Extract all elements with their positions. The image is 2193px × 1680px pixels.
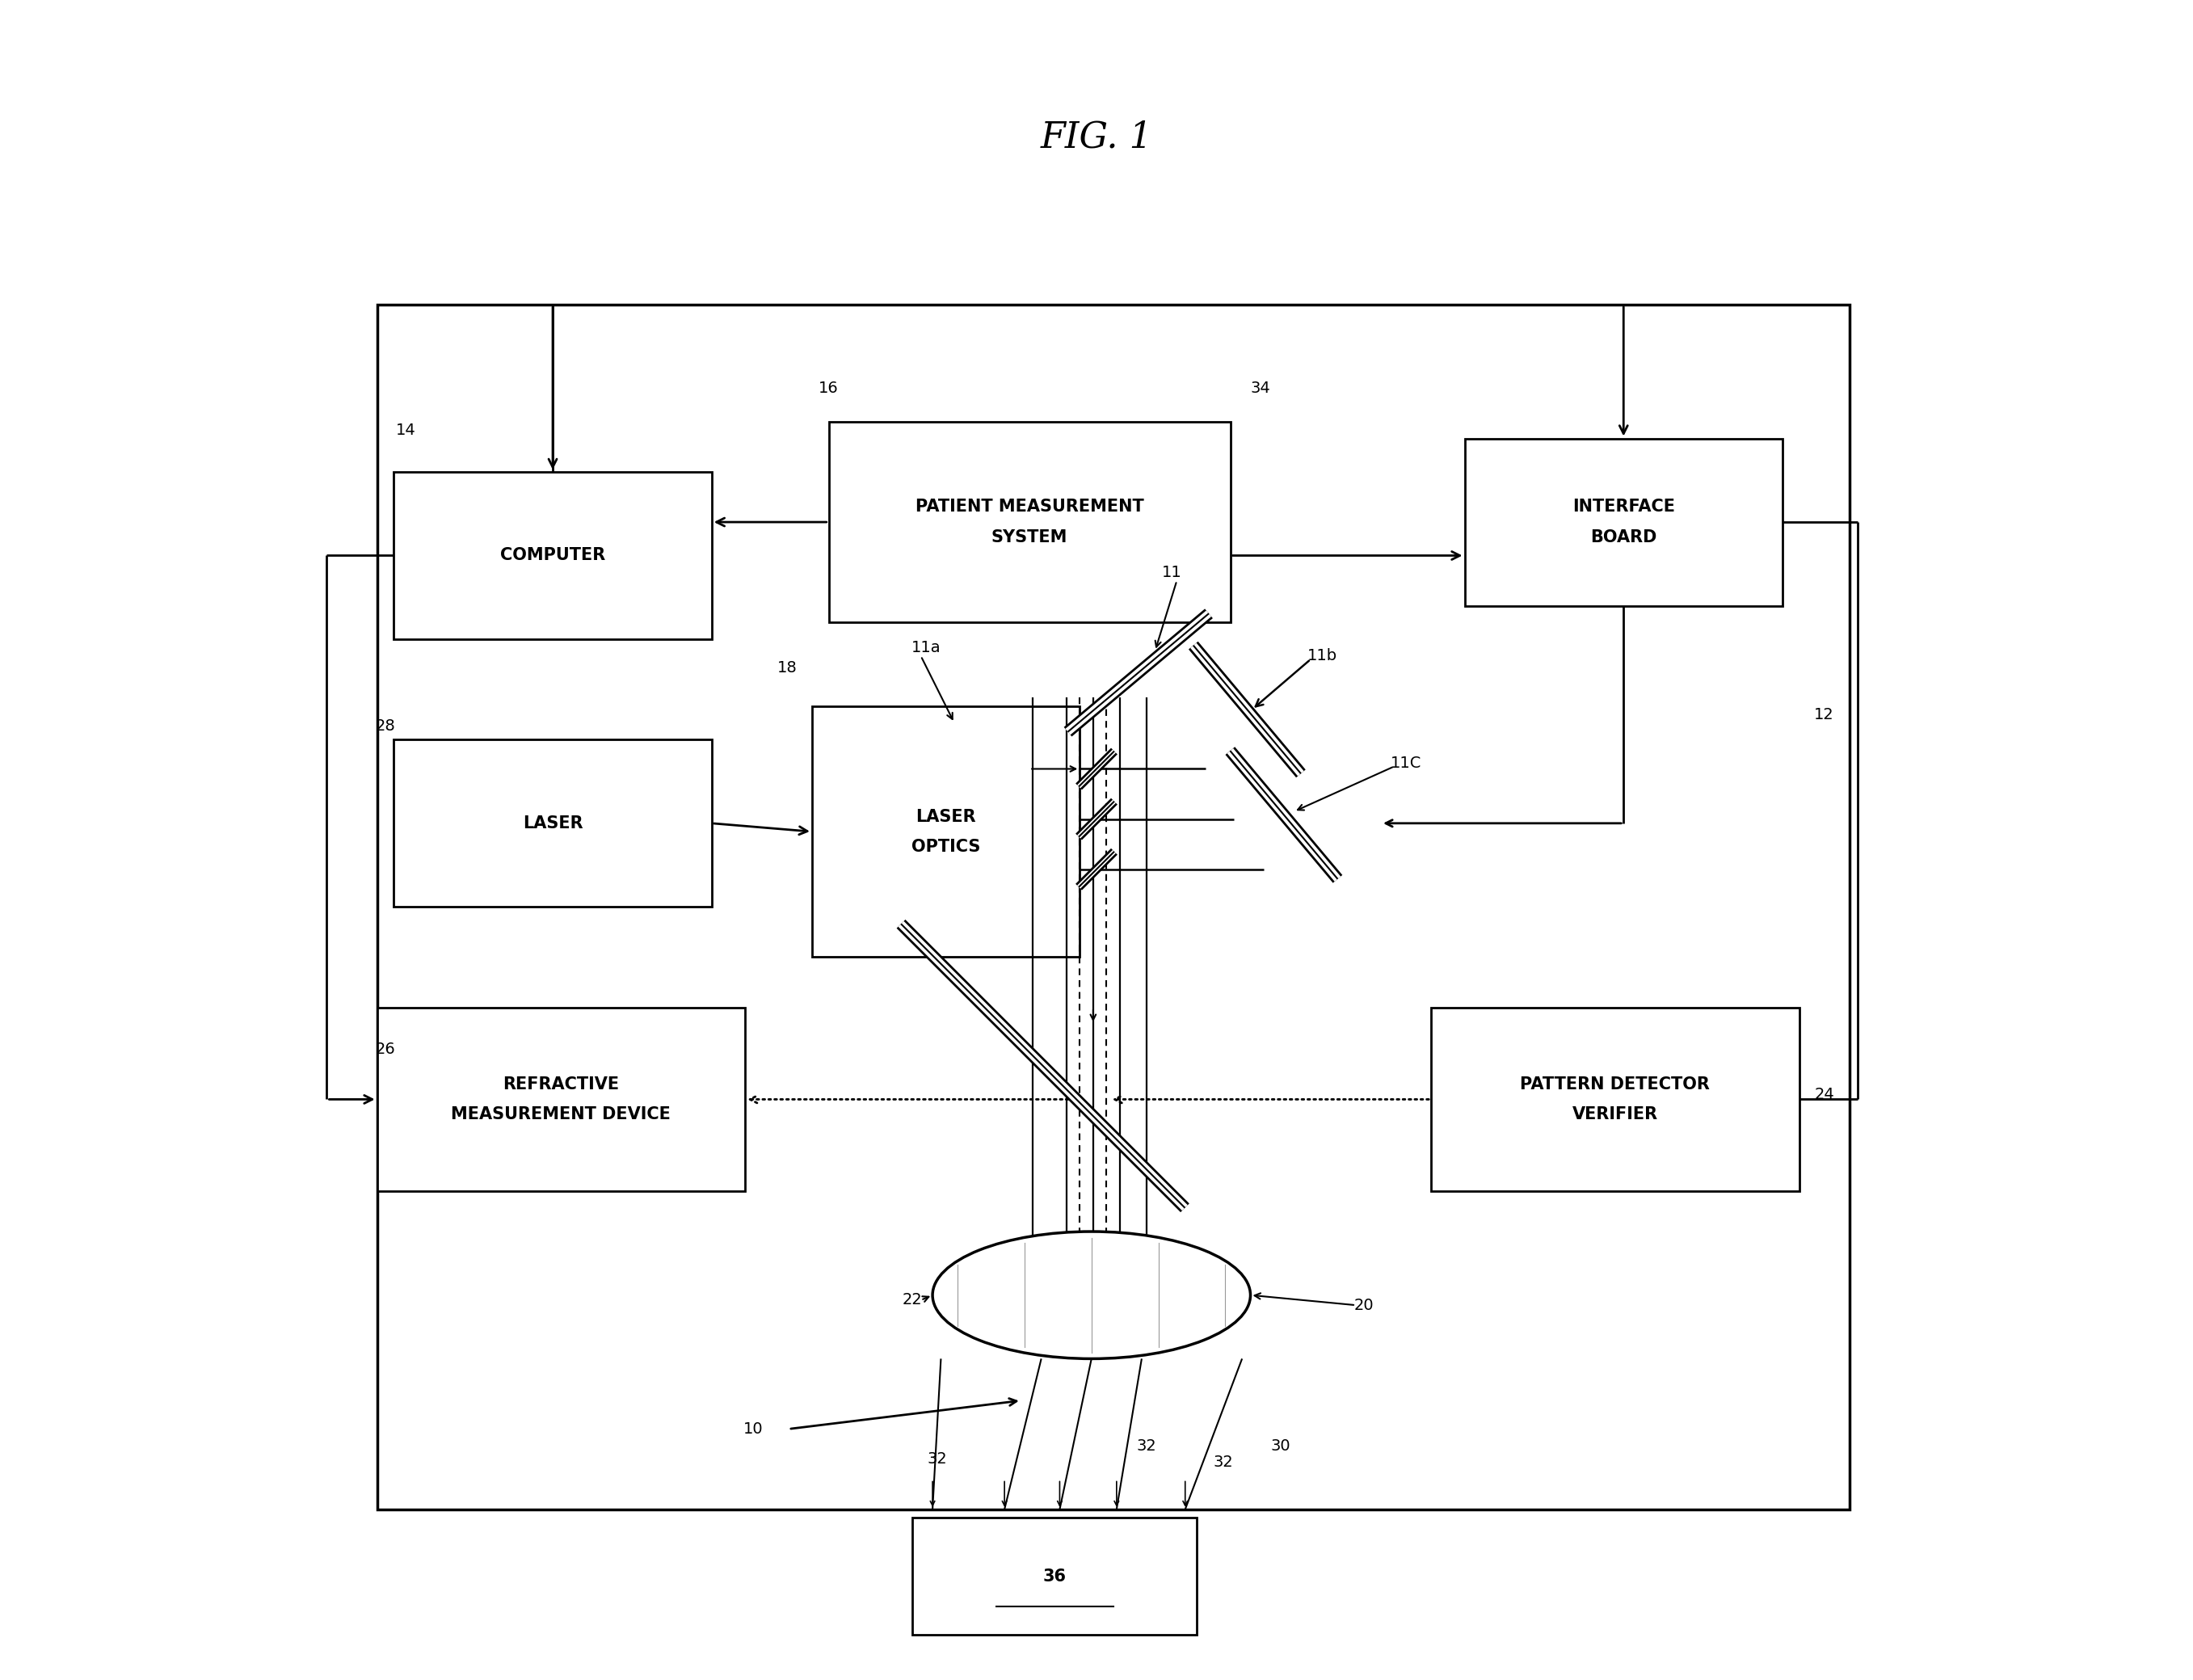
Ellipse shape <box>932 1231 1250 1359</box>
Text: 20: 20 <box>1355 1297 1375 1312</box>
Text: 32: 32 <box>1213 1455 1235 1470</box>
Text: 18: 18 <box>776 660 796 675</box>
Text: 11b: 11b <box>1307 648 1338 664</box>
Text: LASER: LASER <box>522 815 583 832</box>
Text: VERIFIER: VERIFIER <box>1572 1107 1658 1122</box>
Text: 32: 32 <box>928 1452 947 1467</box>
Text: 11C: 11C <box>1390 756 1421 771</box>
Text: 22: 22 <box>904 1292 923 1307</box>
Text: OPTICS: OPTICS <box>912 838 980 855</box>
Text: 28: 28 <box>375 719 395 734</box>
Text: 34: 34 <box>1250 381 1270 396</box>
Text: 12: 12 <box>1814 707 1833 722</box>
Text: COMPUTER: COMPUTER <box>500 548 605 563</box>
Text: PATIENT MEASUREMENT: PATIENT MEASUREMENT <box>914 499 1145 516</box>
Text: 16: 16 <box>818 381 838 396</box>
Text: 11: 11 <box>1162 564 1182 580</box>
Text: 32: 32 <box>1136 1438 1156 1453</box>
Text: 36: 36 <box>1044 1567 1066 1584</box>
Bar <box>395 739 713 907</box>
Text: 30: 30 <box>1270 1438 1289 1453</box>
Text: FIG. 1: FIG. 1 <box>1039 119 1154 155</box>
Bar <box>1465 438 1783 606</box>
Text: REFRACTIVE: REFRACTIVE <box>502 1077 618 1092</box>
Bar <box>377 1008 746 1191</box>
Bar <box>829 422 1230 623</box>
Text: 10: 10 <box>743 1421 763 1436</box>
Bar <box>377 304 1849 1509</box>
Text: SYSTEM: SYSTEM <box>991 529 1068 546</box>
Text: 24: 24 <box>1814 1087 1833 1102</box>
Bar <box>811 706 1079 958</box>
Text: MEASUREMENT DEVICE: MEASUREMENT DEVICE <box>452 1107 671 1122</box>
Text: INTERFACE: INTERFACE <box>1572 499 1675 516</box>
Text: PATTERN DETECTOR: PATTERN DETECTOR <box>1520 1077 1711 1092</box>
Bar <box>395 472 713 638</box>
Text: LASER: LASER <box>917 808 976 825</box>
Text: 11a: 11a <box>910 640 941 655</box>
Bar <box>912 1517 1197 1635</box>
Text: 26: 26 <box>375 1042 395 1057</box>
Bar <box>1432 1008 1798 1191</box>
Text: 14: 14 <box>395 422 414 438</box>
Text: BOARD: BOARD <box>1590 529 1658 546</box>
